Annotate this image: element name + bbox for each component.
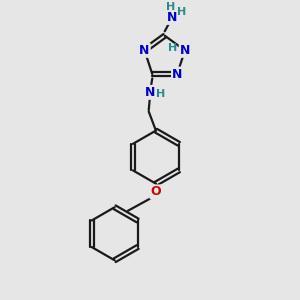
Text: N: N <box>145 86 155 99</box>
Text: H: H <box>168 43 177 53</box>
Text: N: N <box>180 44 190 57</box>
Text: H: H <box>177 7 187 17</box>
Text: H: H <box>166 2 175 12</box>
Text: H: H <box>157 89 166 99</box>
Text: O: O <box>151 185 161 198</box>
Text: N: N <box>167 11 177 24</box>
Text: N: N <box>172 68 182 81</box>
Text: N: N <box>140 44 150 57</box>
